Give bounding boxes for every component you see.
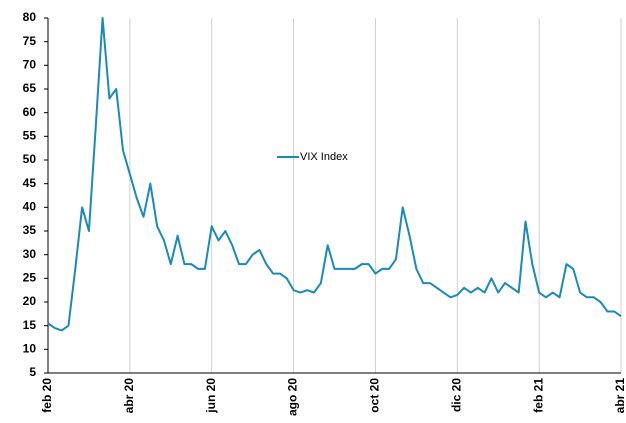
y-tick-label: 5 bbox=[29, 365, 36, 379]
y-tick-label: 55 bbox=[23, 129, 37, 143]
y-tick-label: 45 bbox=[23, 176, 37, 190]
y-tick-label: 50 bbox=[23, 152, 37, 166]
line-series bbox=[47, 17, 622, 332]
y-tick-label: 60 bbox=[23, 105, 37, 119]
y-tick-label: 10 bbox=[23, 342, 37, 356]
x-tick-label: feb 21 bbox=[531, 378, 545, 413]
y-tick-label: 75 bbox=[23, 34, 37, 48]
y-tick-label: 15 bbox=[23, 318, 37, 332]
y-tick-label: 25 bbox=[23, 271, 37, 285]
x-tick-label: abr 21 bbox=[613, 378, 626, 414]
y-tick-label: 30 bbox=[23, 247, 37, 261]
x-tick-label: ago 20 bbox=[286, 378, 300, 416]
y-tick-label: 65 bbox=[23, 81, 37, 95]
x-tick-label: jun 20 bbox=[204, 378, 218, 414]
x-tick-label: feb 20 bbox=[40, 378, 54, 413]
y-tick-label: 80 bbox=[23, 10, 37, 24]
y-tick-label: 40 bbox=[23, 200, 37, 214]
y-tick-label: 70 bbox=[23, 58, 37, 72]
x-tick-label: dic 20 bbox=[449, 378, 463, 412]
legend-label: VIX Index bbox=[300, 151, 348, 163]
y-tick-label: 20 bbox=[23, 294, 37, 308]
x-tick-label: abr 20 bbox=[122, 378, 136, 414]
x-tick-label: oct 20 bbox=[368, 378, 382, 413]
y-tick-label: 35 bbox=[23, 223, 37, 237]
